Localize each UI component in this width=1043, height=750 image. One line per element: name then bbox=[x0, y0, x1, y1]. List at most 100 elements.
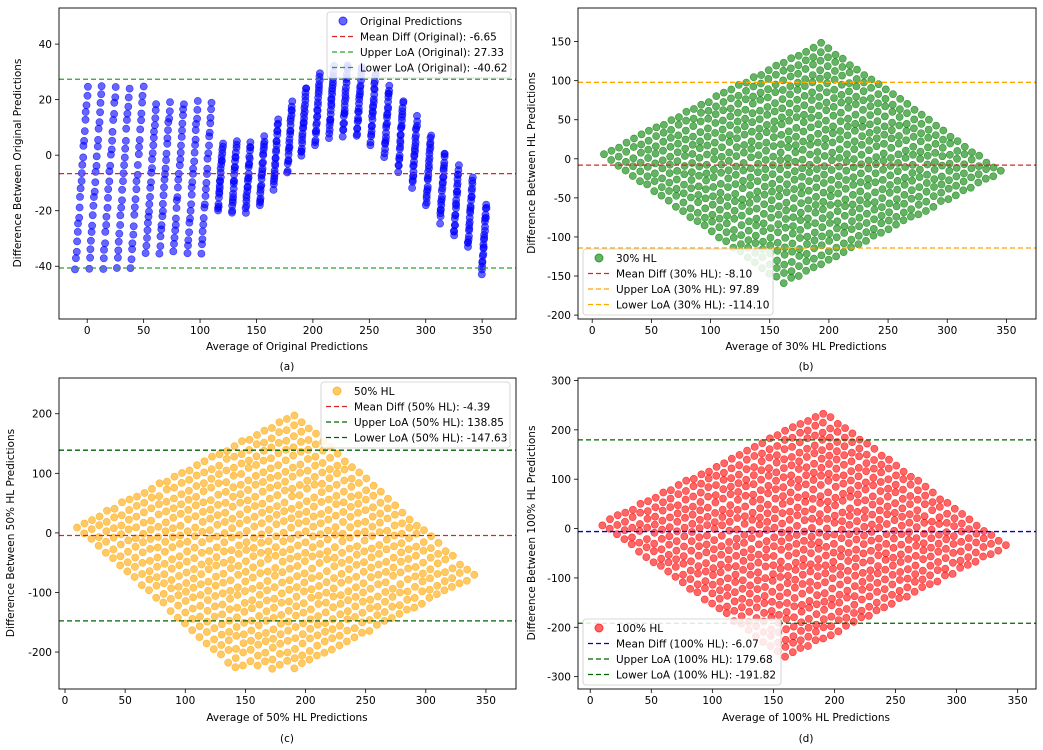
data-point bbox=[895, 587, 904, 595]
data-point bbox=[115, 229, 124, 238]
data-point bbox=[791, 583, 799, 592]
data-point bbox=[302, 507, 311, 516]
data-point bbox=[926, 552, 935, 561]
data-point bbox=[305, 647, 314, 655]
data-point bbox=[937, 180, 946, 189]
data-point bbox=[810, 459, 818, 468]
data-point bbox=[870, 205, 879, 214]
data-point bbox=[158, 199, 167, 208]
data-point bbox=[811, 208, 820, 217]
data-point bbox=[390, 542, 398, 551]
data-point bbox=[794, 51, 803, 60]
data-point bbox=[826, 201, 835, 209]
data-point bbox=[303, 455, 312, 463]
data-point bbox=[871, 178, 880, 187]
data-point bbox=[894, 139, 903, 148]
data-point bbox=[769, 152, 778, 161]
data-point bbox=[233, 591, 242, 599]
data-point bbox=[797, 199, 805, 207]
data-point bbox=[767, 607, 776, 615]
data-point bbox=[368, 522, 377, 531]
data-point bbox=[814, 563, 822, 571]
data-point bbox=[865, 128, 874, 137]
data-point bbox=[153, 553, 162, 562]
data-point bbox=[944, 195, 953, 203]
data-point bbox=[701, 567, 710, 576]
data-point bbox=[792, 124, 801, 132]
data-point bbox=[310, 480, 319, 489]
data-point bbox=[834, 627, 843, 636]
data-point bbox=[862, 450, 871, 459]
x-tick-label: 200 bbox=[303, 325, 323, 337]
legend-marker bbox=[594, 623, 604, 633]
data-point bbox=[301, 538, 310, 547]
data-point bbox=[257, 530, 266, 539]
data-point bbox=[803, 232, 812, 241]
data-point bbox=[289, 432, 298, 441]
data-point bbox=[360, 527, 369, 536]
data-point bbox=[354, 499, 363, 508]
data-point bbox=[182, 568, 191, 577]
data-point bbox=[806, 150, 814, 159]
data-point bbox=[881, 556, 890, 564]
data-point bbox=[76, 184, 85, 193]
data-point bbox=[849, 180, 858, 189]
y-tick-label: -20 bbox=[35, 206, 52, 218]
data-point bbox=[282, 415, 291, 423]
data-point bbox=[235, 541, 243, 550]
data-point bbox=[667, 116, 676, 124]
data-point bbox=[869, 473, 878, 482]
data-point bbox=[766, 233, 775, 242]
data-point bbox=[901, 163, 910, 171]
data-point bbox=[232, 613, 241, 622]
data-point bbox=[885, 455, 893, 464]
data-point bbox=[178, 469, 186, 477]
data-point bbox=[304, 424, 313, 433]
data-point bbox=[353, 519, 362, 528]
data-point bbox=[807, 96, 816, 104]
data-point bbox=[814, 555, 823, 564]
data-point bbox=[362, 474, 371, 483]
data-point bbox=[835, 598, 844, 607]
data-point bbox=[702, 169, 711, 178]
data-point bbox=[762, 146, 770, 155]
legend-entry-line: Upper LoA (50% HL): 138.85 bbox=[354, 417, 504, 429]
data-point bbox=[892, 212, 901, 221]
data-point bbox=[146, 192, 154, 201]
data-point bbox=[674, 139, 682, 148]
data-point bbox=[770, 523, 779, 532]
data-point bbox=[214, 490, 223, 499]
data-point bbox=[201, 192, 210, 200]
data-point bbox=[255, 612, 263, 620]
data-point bbox=[731, 578, 740, 586]
data-point bbox=[702, 559, 710, 567]
data-point bbox=[372, 621, 381, 629]
data-point bbox=[801, 82, 809, 90]
data-point bbox=[317, 488, 326, 496]
data-point bbox=[207, 105, 215, 114]
data-point bbox=[789, 222, 797, 230]
data-point bbox=[887, 599, 896, 608]
data-point bbox=[239, 639, 248, 647]
data-point bbox=[138, 91, 147, 100]
data-point bbox=[328, 615, 337, 623]
data-point bbox=[710, 138, 719, 147]
data-point bbox=[833, 427, 842, 436]
data-point bbox=[916, 165, 924, 174]
data-point bbox=[365, 627, 374, 635]
data-point bbox=[241, 587, 249, 596]
data-point bbox=[143, 234, 151, 242]
data-point bbox=[217, 641, 226, 649]
data-point bbox=[726, 112, 735, 121]
data-point bbox=[842, 157, 851, 166]
data-point bbox=[822, 88, 831, 97]
data-point bbox=[921, 500, 929, 509]
data-point bbox=[798, 145, 807, 154]
data-point bbox=[802, 249, 811, 258]
data-point bbox=[390, 521, 399, 530]
data-point bbox=[815, 517, 824, 526]
data-point bbox=[171, 221, 180, 229]
data-point bbox=[726, 490, 735, 499]
data-point bbox=[116, 221, 125, 229]
data-point bbox=[874, 562, 882, 570]
